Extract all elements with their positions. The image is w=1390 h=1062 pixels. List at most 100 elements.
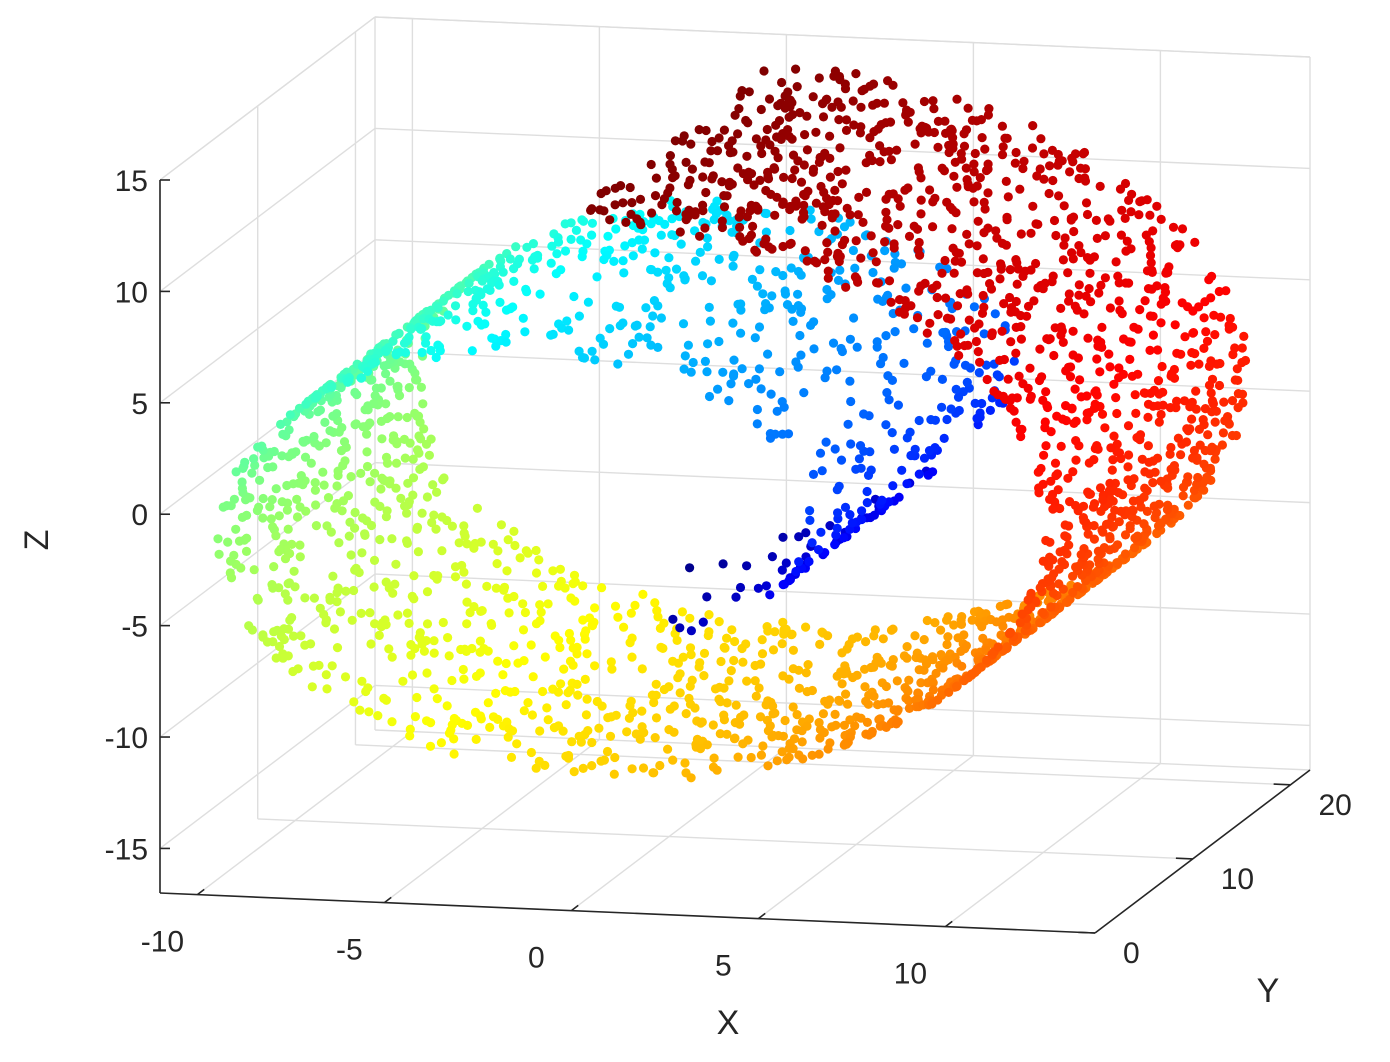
scatter-point xyxy=(912,224,923,234)
scatter-point xyxy=(1209,310,1219,320)
scatter-point xyxy=(531,763,541,773)
scatter-point xyxy=(594,723,604,733)
scatter-point xyxy=(1116,230,1126,240)
scatter-point xyxy=(884,223,894,233)
scatter-point xyxy=(328,571,338,581)
scatter-point xyxy=(671,264,682,274)
x-tick-mark xyxy=(570,904,579,912)
scatter-point xyxy=(425,741,436,751)
y-tick-label: 10 xyxy=(1221,863,1254,896)
scatter-point xyxy=(1018,271,1028,281)
scatter-point xyxy=(751,134,762,144)
scatter-point xyxy=(1092,354,1102,364)
scatter-point xyxy=(914,469,924,479)
scatter-point xyxy=(837,179,847,189)
scatter-point xyxy=(726,666,736,676)
scatter-point xyxy=(535,726,545,736)
scatter-point xyxy=(603,713,613,723)
scatter-point xyxy=(750,660,760,671)
scatter-point xyxy=(1072,305,1082,315)
scatter-point xyxy=(462,321,472,331)
scatter-point xyxy=(777,565,787,575)
scatter-point xyxy=(1068,157,1078,167)
scatter-point xyxy=(925,318,935,328)
scatter-point xyxy=(794,665,804,675)
scatter-point xyxy=(451,315,461,325)
scatter-point xyxy=(428,480,438,490)
scatter-point xyxy=(1106,443,1116,453)
scatter-point xyxy=(978,254,988,264)
scatter-point xyxy=(1219,397,1229,407)
scatter-point xyxy=(823,266,833,276)
scatter-point xyxy=(518,599,528,609)
scatter-point xyxy=(234,536,245,546)
scatter-point xyxy=(522,242,532,252)
scatter-point xyxy=(605,215,615,225)
scatter-point xyxy=(376,484,386,494)
scatter-point xyxy=(902,433,912,443)
scatter-point xyxy=(725,148,735,158)
scatter-point xyxy=(566,635,576,645)
scatter-point xyxy=(967,615,977,625)
scatter-point xyxy=(1058,337,1068,347)
scatter-point xyxy=(555,564,566,574)
scatter-point xyxy=(658,643,668,654)
scatter-point xyxy=(731,700,741,710)
scatter-point xyxy=(837,240,848,250)
scatter-point xyxy=(241,546,252,557)
scatter-point xyxy=(757,635,767,645)
scatter-point xyxy=(400,453,410,463)
scatter-point xyxy=(1201,327,1211,337)
scatter-point xyxy=(847,518,857,528)
scatter-point xyxy=(893,400,904,410)
scatter-point xyxy=(289,631,299,641)
scatter-point xyxy=(610,183,620,193)
scatter-point xyxy=(664,253,674,263)
scatter-point xyxy=(970,398,980,408)
scatter-point xyxy=(325,426,335,436)
scatter-point xyxy=(795,330,805,341)
scatter-point xyxy=(756,141,766,151)
z-tick-label: -5 xyxy=(121,611,148,644)
scatter-point xyxy=(704,158,714,168)
scatter-point xyxy=(1033,283,1043,293)
scatter-point xyxy=(754,364,765,374)
scatter-point xyxy=(728,252,738,262)
grid-line-floor-x xyxy=(757,755,974,920)
scatter-point xyxy=(247,468,257,478)
scatter-point xyxy=(671,206,682,216)
scatter-point xyxy=(559,664,569,674)
scatter-point xyxy=(1071,436,1081,446)
scatter-point xyxy=(371,383,381,393)
scatter-point xyxy=(660,219,670,229)
scatter-point xyxy=(936,625,946,635)
scatter-point xyxy=(271,531,281,541)
scatter-point xyxy=(653,301,663,311)
scatter-point xyxy=(1156,409,1166,420)
scatter-point xyxy=(704,391,715,402)
scatter-point xyxy=(814,718,824,728)
scatter-point xyxy=(937,402,947,412)
scatter-point xyxy=(960,360,971,370)
scatter-point xyxy=(394,328,404,338)
scatter-point xyxy=(942,615,952,625)
scatter-point xyxy=(868,267,878,278)
scatter-point xyxy=(429,684,439,694)
scatter-point xyxy=(398,676,408,686)
scatter-point xyxy=(459,521,469,531)
scatter-point xyxy=(685,563,695,573)
scatter-point xyxy=(1114,278,1124,288)
scatter-point xyxy=(977,398,987,409)
scatter-point xyxy=(283,579,293,589)
scatter-point xyxy=(802,111,812,121)
scatter-point xyxy=(856,102,866,112)
scatter-point xyxy=(996,264,1006,274)
scatter-point xyxy=(387,717,397,727)
scatter-point xyxy=(1059,201,1069,211)
scatter-point xyxy=(546,330,556,340)
scatter-point xyxy=(1027,143,1038,153)
scatter-point xyxy=(1232,364,1242,374)
scatter-point xyxy=(271,484,281,494)
scatter-point xyxy=(1180,332,1190,342)
scatter-point xyxy=(873,294,883,304)
